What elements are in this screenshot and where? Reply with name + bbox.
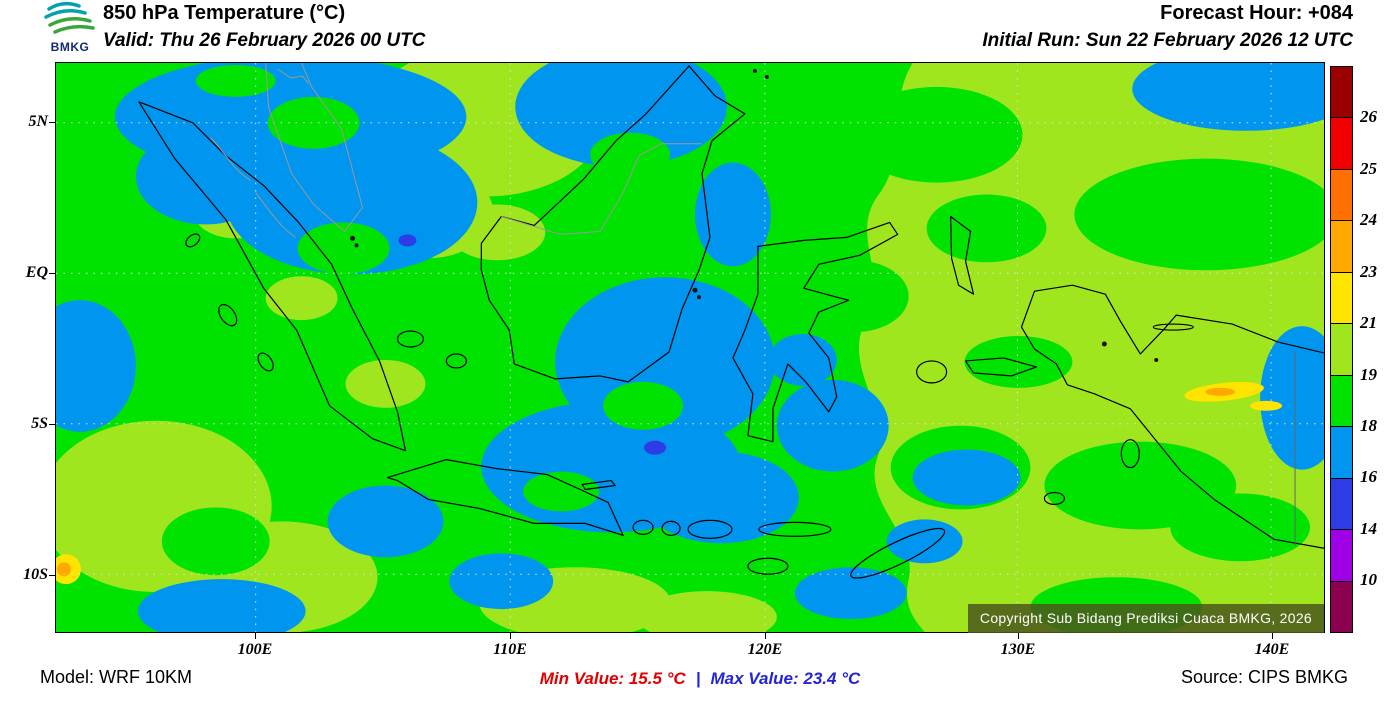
- colorbar-segment: [1331, 220, 1352, 272]
- colorbar-label: 14: [1360, 519, 1377, 538]
- graticule-grid: [56, 63, 1324, 632]
- axis-tick: [765, 633, 766, 639]
- bmkg-logo-icon: [44, 1, 95, 34]
- valid-time: Valid: Thu 26 February 2026 00 UTC: [103, 30, 426, 51]
- colorbar-segment: [1331, 477, 1352, 530]
- lat-label-5s: 5S: [31, 415, 48, 432]
- temperature-map-canvas: [56, 63, 1324, 632]
- lon-label-120e: 120E: [747, 641, 783, 658]
- colorbar-segment: [1331, 67, 1352, 118]
- temp-region-green-holes: [195, 64, 684, 512]
- page-title: 850 hPa Temperature (°C): [103, 2, 346, 24]
- initial-run-time: Initial Run: Sun 22 February 2026 12 UTC: [982, 30, 1353, 51]
- axis-tick: [49, 424, 55, 425]
- lon-label-130e: 130E: [1000, 641, 1036, 658]
- colorbar-label: 24: [1360, 210, 1377, 229]
- axis-tick: [49, 575, 55, 576]
- max-value: Max Value: 23.4 °C: [710, 669, 861, 688]
- colorbar-label: 25: [1360, 159, 1377, 178]
- foreign-borders: [210, 63, 1296, 546]
- colorbar-label: 10: [1360, 570, 1377, 589]
- colorbar-segment: [1331, 580, 1352, 632]
- bmkg-logo-label: BMKG: [50, 40, 90, 54]
- terrain-specks: [350, 68, 1159, 362]
- colorbar-segment: [1331, 426, 1352, 478]
- lat-label-10s: 10S: [23, 566, 48, 583]
- copyright-note: Copyright Sub Bidang Prediksi Cuaca BMKG…: [967, 604, 1324, 633]
- temp-region-14-16: [398, 234, 667, 455]
- axis-tick: [1018, 633, 1019, 639]
- colorbar-segment: [1331, 323, 1352, 375]
- coastlines: [138, 65, 1324, 579]
- colorbar-segment: [1331, 117, 1352, 169]
- bmkg-logo: BMKG: [40, 1, 100, 54]
- model-label: Model: WRF 10KM: [40, 667, 193, 687]
- colorbar-label: 21: [1360, 313, 1377, 332]
- source-label: Source: CIPS BMKG: [1180, 667, 1348, 687]
- colorbar-segment: [1331, 168, 1352, 221]
- colorbar-label: 26: [1360, 107, 1377, 126]
- minmax-values: Min Value: 15.5 °C | Max Value: 23.4 °C: [540, 669, 861, 689]
- temp-region-23-24: [56, 387, 1236, 577]
- colorbar-segment: [1331, 271, 1352, 324]
- colorbar-segment: [1331, 374, 1352, 427]
- axis-tick: [49, 122, 55, 123]
- min-value: Min Value: 15.5 °C: [539, 669, 686, 688]
- minmax-separator: |: [695, 669, 701, 688]
- colorbar-label: 19: [1360, 365, 1377, 384]
- colorbar-label: 18: [1360, 416, 1377, 435]
- lat-label-5n: 5N: [28, 113, 48, 130]
- colorbar-label: 23: [1360, 262, 1377, 281]
- colorbar-label: 16: [1360, 467, 1377, 486]
- temperature-colorbar: [1330, 66, 1353, 633]
- temp-region-18-19-patches: [161, 86, 1324, 632]
- axis-tick: [510, 633, 511, 639]
- colorbar-segment: [1331, 529, 1352, 581]
- forecast-hour: Forecast Hour: +084: [1160, 2, 1353, 24]
- axis-tick: [255, 633, 256, 639]
- axis-tick: [1272, 633, 1273, 639]
- axis-tick: [49, 273, 55, 274]
- lon-label-140e: 140E: [1254, 641, 1290, 658]
- lat-label-eq: EQ: [25, 264, 48, 281]
- lon-label-100e: 100E: [237, 641, 273, 658]
- map-panel: Copyright Sub Bidang Prediksi Cuaca BMKG…: [55, 62, 1325, 633]
- lon-label-110e: 110E: [493, 641, 527, 658]
